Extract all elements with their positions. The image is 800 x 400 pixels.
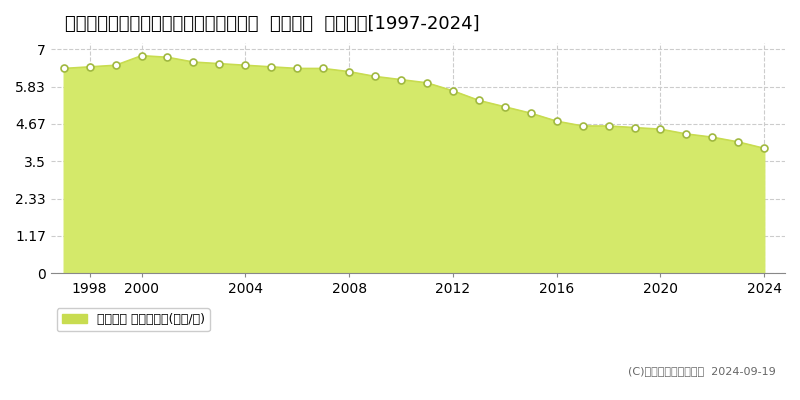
Legend: 基準地価 平均坪単価(万円/坪): 基準地価 平均坪単価(万円/坪) [57,308,210,331]
Text: 鳥取県鳥取市上味野字上り立７４番１外  基準地価  地価推移[1997-2024]: 鳥取県鳥取市上味野字上り立７４番１外 基準地価 地価推移[1997-2024] [66,15,480,33]
Text: (C)土地価格ドットコム  2024-09-19: (C)土地価格ドットコム 2024-09-19 [628,366,776,376]
